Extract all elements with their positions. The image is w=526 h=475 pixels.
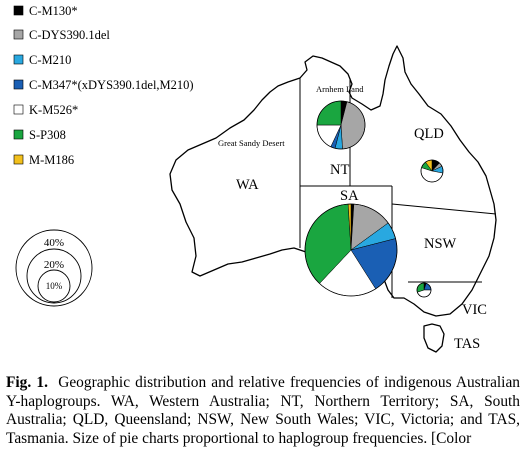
legend-label: C-M130* xyxy=(29,4,78,18)
place-arnhem-land: Arnhem Land xyxy=(316,84,364,94)
legend-item: C-M347*(xDYS390.1del,M210) xyxy=(13,78,194,92)
legend-swatch xyxy=(13,104,24,115)
legend-swatch xyxy=(13,29,24,40)
legend-swatch xyxy=(13,54,24,65)
figure-caption: Fig. 1. Geographic distribution and rela… xyxy=(6,374,520,448)
legend-item: M-M186 xyxy=(13,153,74,167)
legend-item: C-DYS390.1del xyxy=(13,28,110,42)
scale-circle-10 xyxy=(37,269,71,303)
pie-chart-vic xyxy=(416,282,432,298)
legend-item: K-M526* xyxy=(13,103,78,117)
pie-outline-qld xyxy=(420,159,444,183)
legend-label: K-M526* xyxy=(29,103,78,117)
legend-swatch xyxy=(13,79,24,90)
state-label-sa: SA xyxy=(340,188,359,204)
legend-label: C-M210 xyxy=(29,53,71,67)
scale-circle-40 xyxy=(15,229,93,307)
australia-mainland-outline xyxy=(169,45,497,317)
legend-label: S-P308 xyxy=(29,128,66,142)
state-label-wa: WA xyxy=(236,177,259,193)
scale-circle-20 xyxy=(26,248,82,304)
pie-chart-nt xyxy=(316,100,366,150)
tasmania-outline xyxy=(423,323,445,353)
scale-label-10: 10% xyxy=(46,281,63,291)
legend: C-M130* C-DYS390.1del C-M210 C-M347*(xDY… xyxy=(13,4,194,167)
pie-outline-vic xyxy=(416,282,432,298)
place-great-sandy-desert: Great Sandy Desert xyxy=(218,138,285,148)
pie-size-scale-key: 40% 20% 10% xyxy=(15,229,93,307)
legend-item: C-M130* xyxy=(13,4,78,18)
legend-swatch xyxy=(13,5,24,16)
legend-swatch xyxy=(13,129,24,140)
scale-label-20: 20% xyxy=(44,259,64,271)
caption-label: Fig. 1. xyxy=(6,374,48,391)
legend-label: C-M347*(xDYS390.1del,M210) xyxy=(29,78,194,92)
legend-swatch xyxy=(13,154,24,165)
caption-text: Geographic distribution and relative fre… xyxy=(6,374,520,447)
legend-item: C-M210 xyxy=(13,53,71,67)
legend-label: C-DYS390.1del xyxy=(29,28,110,42)
state-label-tas: TAS xyxy=(454,336,480,352)
state-label-qld: QLD xyxy=(414,126,444,142)
state-label-nt: NT xyxy=(330,162,349,178)
state-label-nsw: NSW xyxy=(424,236,457,252)
pie-outline-sa xyxy=(304,203,398,297)
australia-haplogroup-figure: C-M130* C-DYS390.1del C-M210 C-M347*(xDY… xyxy=(13,4,497,353)
legend-item: S-P308 xyxy=(13,128,66,142)
legend-label: M-M186 xyxy=(29,153,74,167)
border-qld-nsw xyxy=(391,203,497,215)
pie-outline-nt xyxy=(316,100,366,150)
scale-label-40: 40% xyxy=(44,237,64,249)
state-label-vic: VIC xyxy=(462,302,487,318)
pie-chart-qld xyxy=(420,159,444,183)
pie-chart-sa xyxy=(304,203,398,297)
